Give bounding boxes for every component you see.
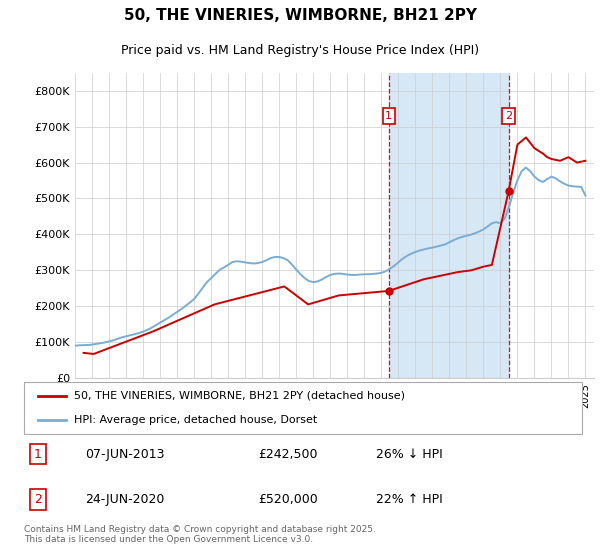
Text: 26% ↓ HPI: 26% ↓ HPI <box>376 447 442 461</box>
FancyBboxPatch shape <box>24 382 582 434</box>
Text: 50, THE VINERIES, WIMBORNE, BH21 2PY (detached house): 50, THE VINERIES, WIMBORNE, BH21 2PY (de… <box>74 391 405 401</box>
Text: 50, THE VINERIES, WIMBORNE, BH21 2PY: 50, THE VINERIES, WIMBORNE, BH21 2PY <box>124 8 476 23</box>
Text: 24-JUN-2020: 24-JUN-2020 <box>85 493 165 506</box>
Text: 22% ↑ HPI: 22% ↑ HPI <box>376 493 442 506</box>
Text: 2: 2 <box>505 111 512 121</box>
Text: £520,000: £520,000 <box>259 493 318 506</box>
Text: £242,500: £242,500 <box>259 447 318 461</box>
Text: 07-JUN-2013: 07-JUN-2013 <box>85 447 165 461</box>
Text: 2: 2 <box>34 493 42 506</box>
Bar <box>389 73 509 378</box>
Text: Price paid vs. HM Land Registry's House Price Index (HPI): Price paid vs. HM Land Registry's House … <box>121 44 479 57</box>
Text: 1: 1 <box>385 111 392 121</box>
Text: Contains HM Land Registry data © Crown copyright and database right 2025.
This d: Contains HM Land Registry data © Crown c… <box>24 525 376 544</box>
Text: HPI: Average price, detached house, Dorset: HPI: Average price, detached house, Dors… <box>74 415 317 425</box>
Text: 1: 1 <box>34 447 42 461</box>
